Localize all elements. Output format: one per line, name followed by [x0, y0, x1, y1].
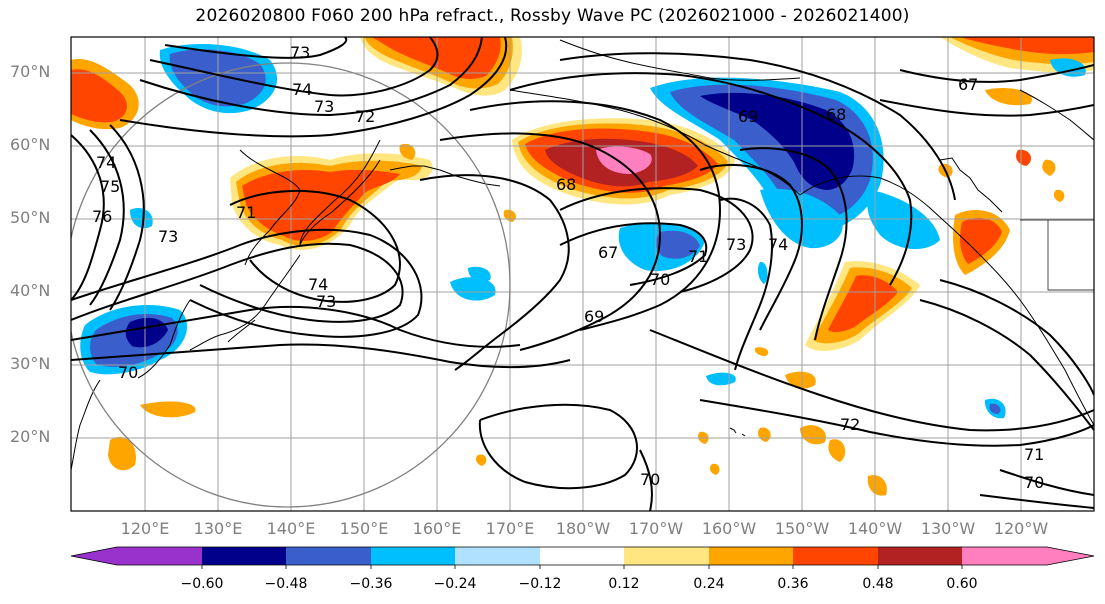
contour-label: 71	[688, 247, 708, 266]
colorbar-segment	[286, 547, 372, 565]
longitude-label: 130°E	[193, 519, 243, 538]
contour-label: 73	[726, 235, 746, 254]
contour-label: 67	[598, 243, 618, 262]
contour-label: 74	[768, 235, 788, 254]
colorbar-segment	[71, 547, 118, 565]
map-frame	[70, 36, 1095, 512]
colorbar-tick-label: 0.48	[862, 576, 894, 592]
longitude-label: 180°W	[555, 519, 611, 538]
contour-label: 70	[118, 363, 138, 382]
refractivity-contours	[71, 37, 1094, 511]
contour-labels: 73 74 73 72 74 75 76 71 73 74 73 70 68 6…	[92, 43, 1044, 492]
contour-label: 71	[1024, 445, 1044, 464]
colorbar-segment	[202, 547, 287, 565]
longitude-label: 120°E	[120, 519, 170, 538]
contour-label: 72	[840, 415, 860, 434]
colorbar-tick-label: 0.12	[608, 576, 640, 592]
colorbar-tick-label: −0.24	[433, 576, 477, 592]
colorbar-segment	[793, 547, 879, 565]
latitude-label: 60°N	[10, 135, 51, 154]
colorbar-segment	[624, 547, 710, 565]
contour-label: 70	[650, 270, 670, 289]
contour-label: 69	[584, 307, 604, 326]
longitude-label: 140°E	[266, 519, 316, 538]
latitude-label: 20°N	[10, 427, 51, 446]
longitude-label: 140°W	[847, 519, 903, 538]
longitude-label: 150°W	[774, 519, 830, 538]
latitude-label: 40°N	[10, 281, 51, 300]
colorbar-tick-label: −0.36	[349, 576, 393, 592]
longitude-label: 170°E	[485, 519, 535, 538]
colorbar-tick-label: −0.48	[264, 576, 308, 592]
contour-label: 73	[158, 227, 178, 246]
colorbar-segment	[878, 547, 963, 565]
graticule	[71, 37, 1094, 511]
longitude-label: 120°W	[993, 519, 1049, 538]
contour-label: 70	[1024, 473, 1044, 492]
longitude-label: 160°E	[412, 519, 462, 538]
latitude-label: 30°N	[10, 354, 51, 373]
colorbar-segment	[540, 547, 625, 565]
longitude-label: 130°W	[920, 519, 976, 538]
colorbar-tick-label: −0.60	[180, 576, 224, 592]
contour-label: 76	[92, 207, 112, 226]
reference-circle	[71, 62, 511, 508]
latitude-label: 50°N	[10, 208, 51, 227]
colorbar-tick-label: 0.24	[693, 576, 725, 592]
longitude-label: 150°E	[339, 519, 389, 538]
colorbar-segment	[455, 547, 541, 565]
contour-label: 70	[640, 470, 660, 489]
contour-label: 67	[958, 75, 978, 94]
latitude-label: 70°N	[10, 62, 51, 81]
contour-label: 73	[316, 292, 336, 311]
map-title: 2026020800 F060 200 hPa refract., Rossby…	[195, 6, 910, 26]
colorbar-tick-label: 0.36	[777, 576, 809, 592]
contour-label: 74	[96, 153, 116, 172]
contour-label: 71	[236, 203, 256, 222]
colorbar-tick-label: 0.60	[946, 576, 978, 592]
colorbar-segment	[117, 547, 203, 565]
colorbar-segment	[709, 547, 794, 565]
contour-label: 74	[292, 80, 312, 99]
colorbar-segment	[962, 547, 1048, 565]
contour-label: 73	[290, 43, 310, 62]
contour-label: 75	[100, 177, 120, 196]
colorbar	[70, 546, 1095, 569]
colorbar-segment	[1047, 547, 1094, 565]
colorbar-tick-label: −0.12	[518, 576, 562, 592]
contour-label: 69	[738, 107, 758, 126]
longitude-label: 160°W	[701, 519, 757, 538]
colorbar-segment	[371, 547, 456, 565]
contour-label: 68	[826, 105, 846, 124]
colorbar-outline	[70, 546, 1095, 566]
contour-label: 68	[556, 175, 576, 194]
contour-label: 74	[308, 275, 328, 294]
contour-label: 73	[314, 97, 334, 116]
contour-label: 72	[355, 107, 375, 126]
longitude-label: 170°W	[628, 519, 684, 538]
